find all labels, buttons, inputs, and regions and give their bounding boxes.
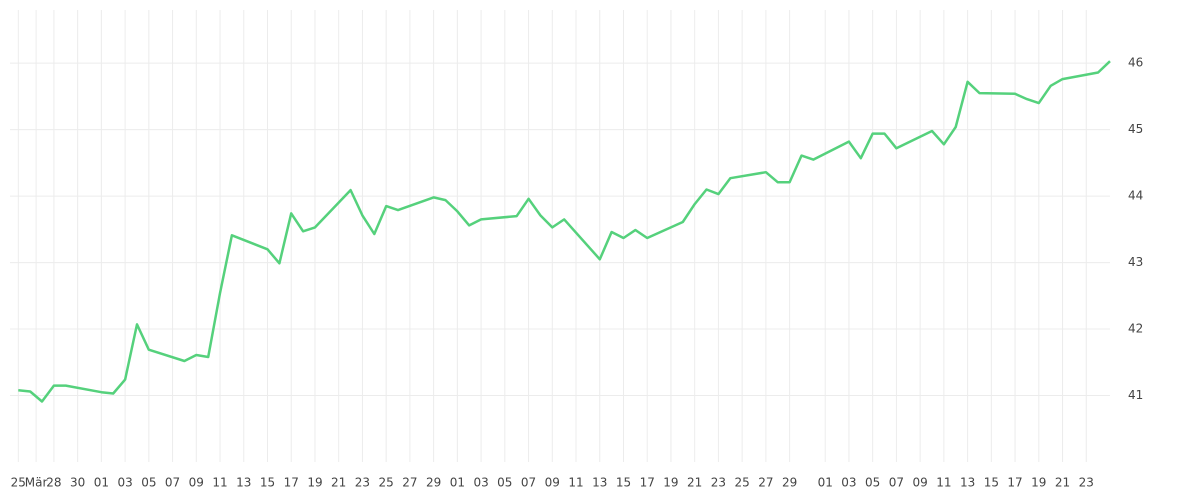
x-tick-label: 15 — [616, 476, 631, 490]
x-tick-label: 15 — [984, 476, 999, 490]
x-tick-label: 19 — [663, 476, 678, 490]
x-tick-label: 11 — [568, 476, 583, 490]
x-tick-label: 17 — [640, 476, 655, 490]
x-tick-label: 23 — [355, 476, 370, 490]
x-tick-label: 09 — [912, 476, 927, 490]
x-tick-label: 27 — [758, 476, 773, 490]
x-tick-label: 25 — [11, 476, 26, 490]
x-tick-label: 21 — [1055, 476, 1070, 490]
x-tick-label: 01 — [818, 476, 833, 490]
x-tick-label: 09 — [545, 476, 560, 490]
x-tick-label: 15 — [260, 476, 275, 490]
x-tick-label: 28 — [46, 476, 61, 490]
x-tick-label: 23 — [711, 476, 726, 490]
x-tick-label: 13 — [960, 476, 975, 490]
x-tick-label: 05 — [497, 476, 512, 490]
x-tick-label: 07 — [165, 476, 180, 490]
x-tick-label: 03 — [117, 476, 132, 490]
x-tick-label: 19 — [307, 476, 322, 490]
x-tick-label: 05 — [141, 476, 156, 490]
x-tick-label: 25 — [735, 476, 750, 490]
line — [18, 60, 1111, 403]
x-tick-label: 17 — [284, 476, 299, 490]
y-tick-label: 43 — [1128, 255, 1143, 269]
y-tick-label: 42 — [1128, 322, 1143, 336]
y-tick-label: 41 — [1128, 388, 1143, 402]
y-tick-label: 45 — [1128, 122, 1143, 136]
x-tick-label: Mär — [25, 476, 48, 490]
x-tick-label: 13 — [592, 476, 607, 490]
x-tick-label: 27 — [402, 476, 417, 490]
x-tick-label: 07 — [889, 476, 904, 490]
x-tick-label: 11 — [936, 476, 951, 490]
x-tick-label: 09 — [189, 476, 204, 490]
x-tick-label: 29 — [426, 476, 441, 490]
x-tick-label: 29 — [782, 476, 797, 490]
x-tick-label: 01 — [94, 476, 109, 490]
x-tick-label: 17 — [1007, 476, 1022, 490]
x-tick-label: 23 — [1079, 476, 1094, 490]
x-tick-label: 03 — [473, 476, 488, 490]
x-tick-label: 01 — [450, 476, 465, 490]
x-tick-label: 21 — [687, 476, 702, 490]
x-tick-label: 19 — [1031, 476, 1046, 490]
x-tick-label: 21 — [331, 476, 346, 490]
x-tick-label: 30 — [70, 476, 85, 490]
x-tick-label: 05 — [865, 476, 880, 490]
x-tick-label: 11 — [212, 476, 227, 490]
x-tick-label: 07 — [521, 476, 536, 490]
y-tick-label: 46 — [1128, 56, 1143, 70]
y-tick-label: 44 — [1128, 189, 1143, 203]
x-tick-label: 03 — [841, 476, 856, 490]
x-tick-label: 13 — [236, 476, 251, 490]
x-tick-label: 25 — [379, 476, 394, 490]
